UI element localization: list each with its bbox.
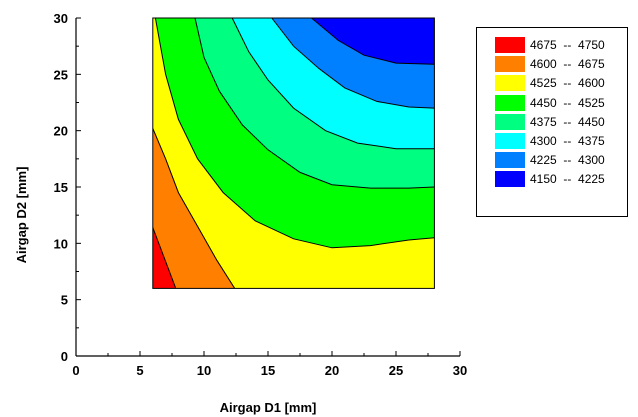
- legend-swatch: [495, 56, 525, 73]
- y-tick-label: 10: [54, 236, 68, 251]
- data-region-border: [152, 17, 435, 289]
- legend-label: 4450 -- 4525: [530, 95, 605, 110]
- legend-item: 4150 -- 4225: [495, 171, 605, 188]
- x-tick-label: 25: [389, 363, 403, 378]
- x-tick-label: 5: [136, 363, 143, 378]
- legend-swatch: [495, 171, 525, 188]
- x-tick-label: 0: [72, 363, 79, 378]
- legend-label: 4225 -- 4300: [530, 153, 605, 168]
- y-tick-label: 5: [61, 293, 68, 308]
- legend-item: 4300 -- 4375: [495, 133, 605, 149]
- legend-label: 4600 -- 4675: [530, 57, 605, 72]
- contour-line: [152, 128, 236, 289]
- x-tick-label: 15: [261, 363, 275, 378]
- contour-lines: [152, 17, 435, 289]
- legend-label: 4675 -- 4750: [530, 38, 605, 52]
- y-tick-label: 30: [54, 11, 68, 26]
- y-tick-label: 0: [61, 349, 68, 364]
- x-tick-label: 30: [453, 363, 467, 378]
- legend-item: 4600 -- 4675: [495, 56, 605, 73]
- contour-band: [152, 18, 435, 289]
- contour-line: [231, 17, 435, 150]
- contour-line: [194, 17, 435, 189]
- legend-swatch: [495, 152, 525, 169]
- tick-labels: 0 5 10 15 20 25 30 0 5 10 15 20 25 30: [54, 11, 468, 378]
- legend-swatch: [495, 94, 525, 111]
- legend-label: 4150 -- 4225: [530, 172, 605, 187]
- legend-swatch: [495, 75, 525, 92]
- legend-label: 4525 -- 4600: [530, 76, 605, 91]
- y-axis-label: Airgap D2 [mm]: [14, 167, 29, 264]
- y-tick-label: 20: [54, 124, 68, 139]
- x-tick-label: 10: [197, 363, 211, 378]
- contour-line: [152, 227, 177, 289]
- legend-item: 4675 -- 4750: [495, 37, 605, 53]
- contour-fills: [152, 18, 435, 289]
- legend-label: 4300 -- 4375: [530, 134, 605, 148]
- y-tick-label: 25: [54, 67, 68, 82]
- contour-line: [271, 17, 435, 109]
- legend-swatch: [495, 37, 525, 53]
- y-tick-label: 15: [54, 180, 68, 195]
- axes: [75, 17, 461, 357]
- legend-item: 4525 -- 4600: [495, 75, 605, 92]
- x-tick-label: 20: [325, 363, 339, 378]
- legend-item: 4375 -- 4450: [495, 113, 605, 130]
- legend-label: 4375 -- 4450: [530, 114, 605, 129]
- contour-band: [152, 128, 235, 289]
- legend: 4675 -- 4750 4600 -- 4675 4525 -- 4600 4450…: [476, 27, 628, 217]
- legend-item: 4450 -- 4525: [495, 94, 605, 111]
- legend-item: 4225 -- 4300: [495, 152, 605, 169]
- legend-swatch: [495, 113, 525, 130]
- contour-line: [154, 17, 435, 249]
- legend-swatch: [495, 133, 525, 149]
- contour-line: [311, 17, 435, 65]
- x-axis-label: Airgap D1 [mm]: [220, 400, 317, 415]
